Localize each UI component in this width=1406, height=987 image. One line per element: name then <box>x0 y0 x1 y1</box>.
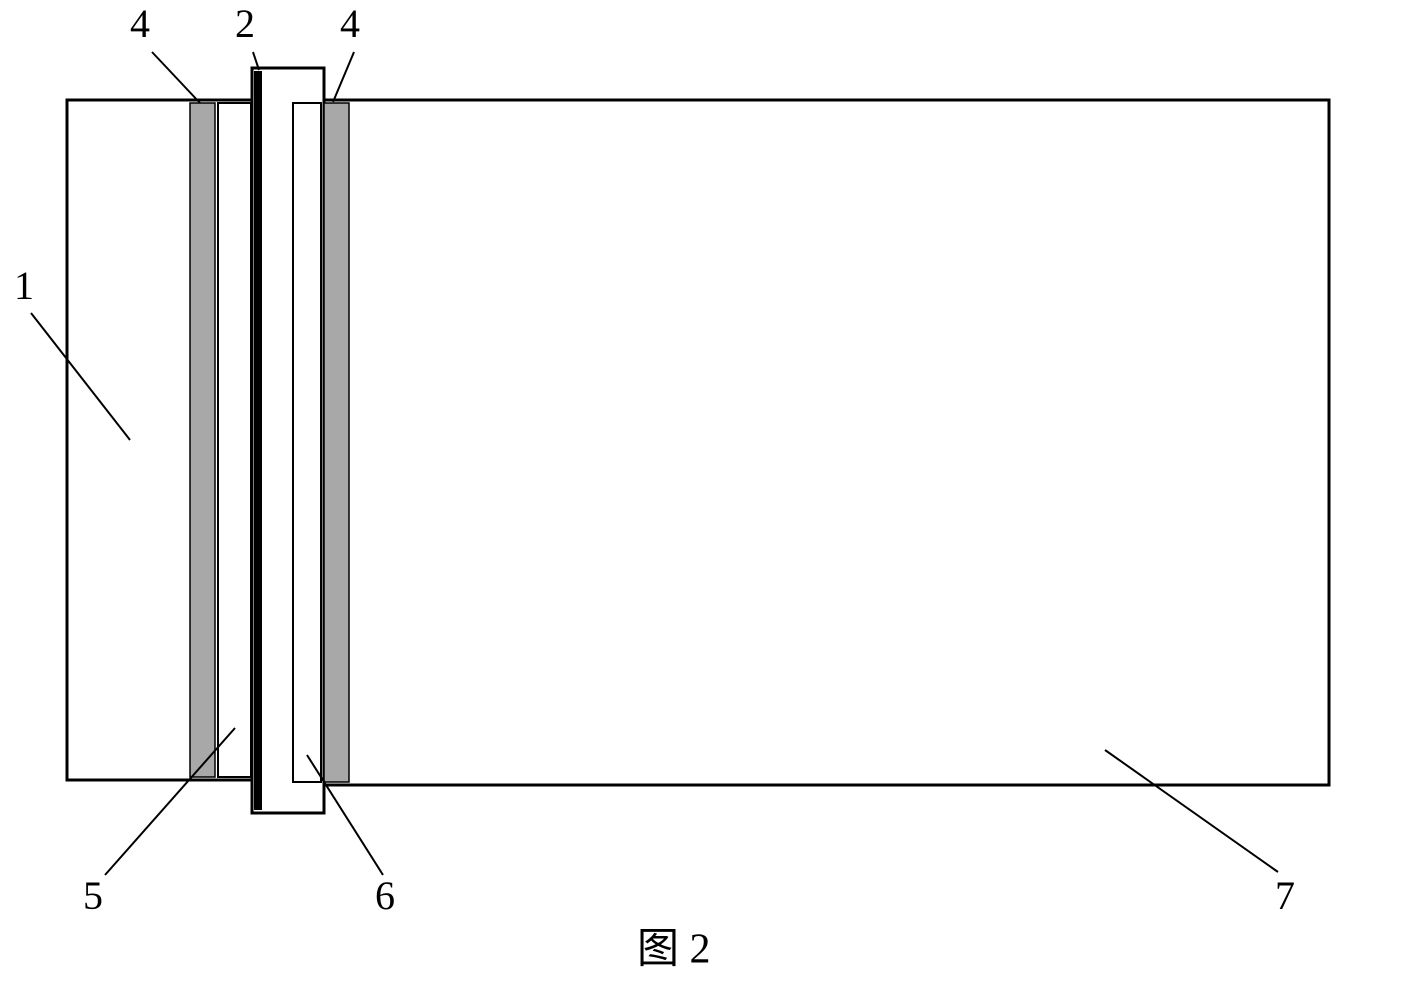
label-1: 1 <box>14 263 34 308</box>
region-7 <box>324 100 1329 785</box>
label-6: 6 <box>375 873 395 918</box>
layer-4-right <box>324 103 349 782</box>
diagram-figure: 4 2 4 1 5 6 7 图 2 <box>0 0 1406 987</box>
diagram-svg: 4 2 4 1 5 6 7 图 2 <box>0 0 1406 987</box>
layer-5 <box>218 103 251 777</box>
label-2: 2 <box>235 1 255 46</box>
label-5: 5 <box>83 873 103 918</box>
label-4-right: 4 <box>340 1 360 46</box>
leader-line-0 <box>152 52 200 103</box>
label-4-left: 4 <box>130 1 150 46</box>
leader-line-2 <box>333 52 354 102</box>
figure-caption: 图 2 <box>637 927 711 973</box>
label-7: 7 <box>1275 873 1295 918</box>
layer-4-left <box>190 103 215 777</box>
layer-6 <box>293 103 321 782</box>
layer-2-thickline <box>254 71 262 810</box>
